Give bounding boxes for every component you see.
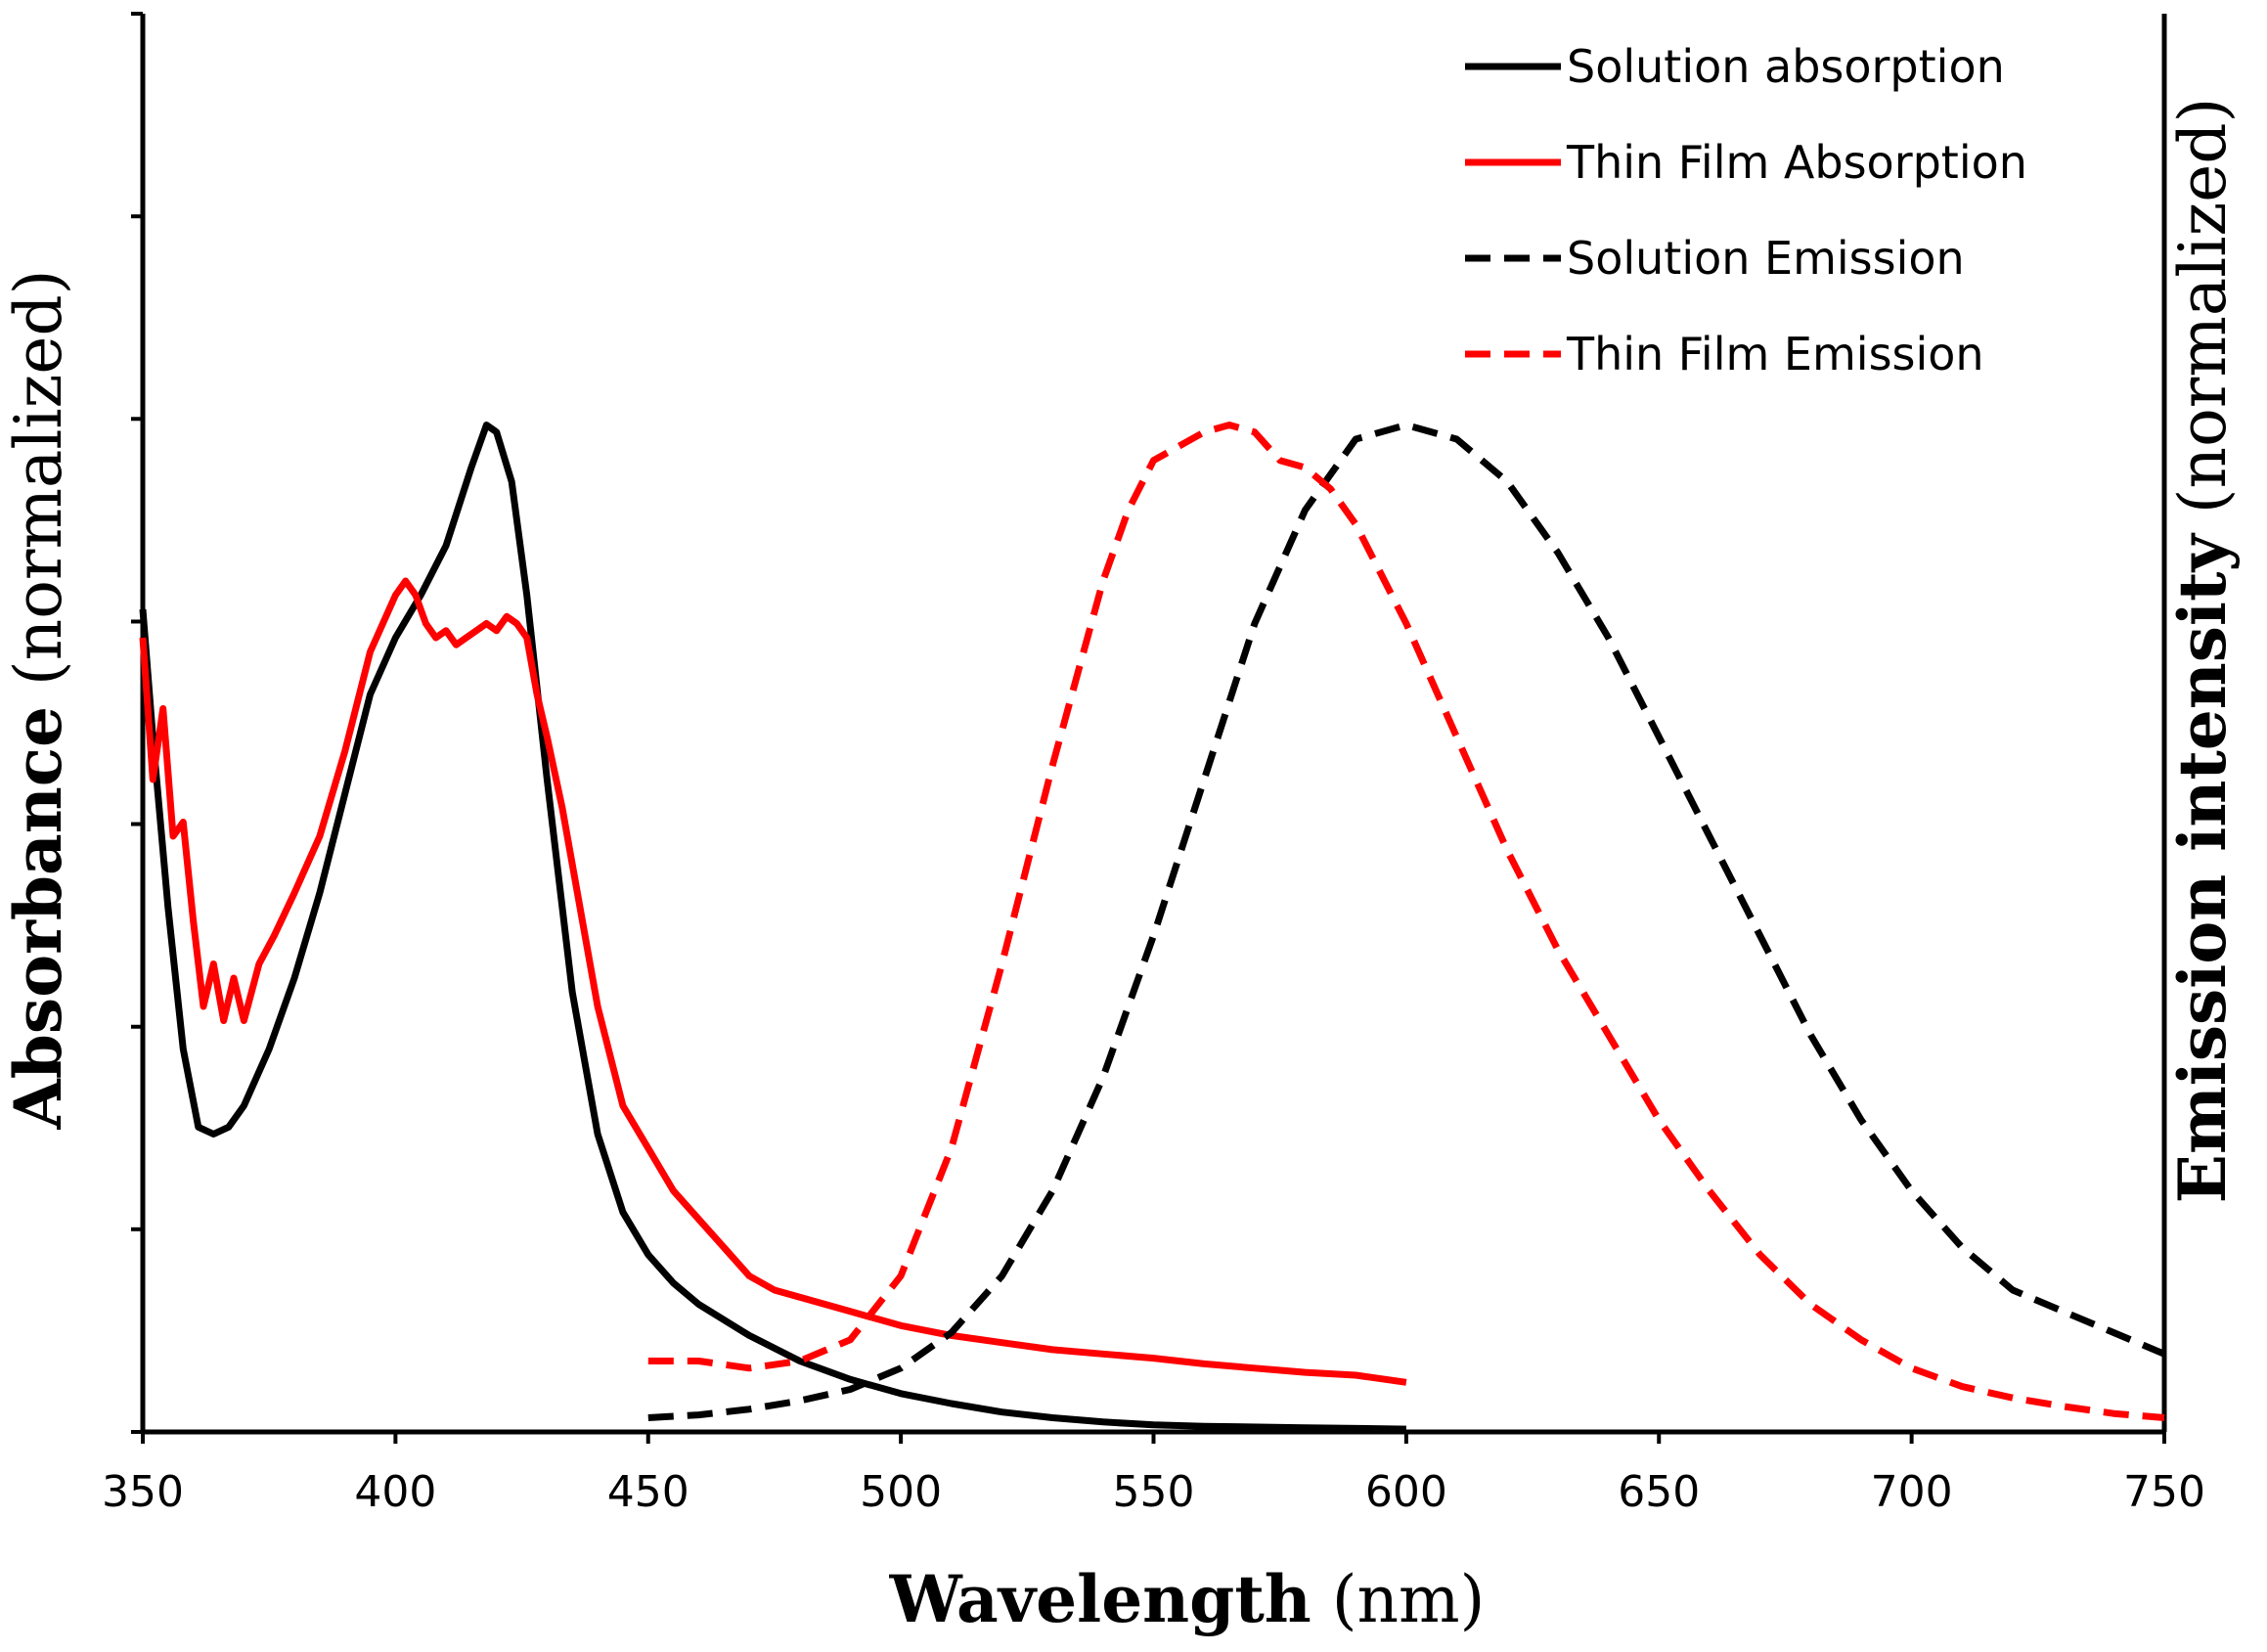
series-line-solution-absorption [139,422,1406,1433]
x-tick-label: 600 [1365,1467,1447,1517]
x-tick-label: 500 [860,1467,942,1517]
series-line-solution-emission [647,422,2166,1421]
secondary-y-axis-title: Emission intensity (normalized) [2164,98,2241,1204]
legend-label: Thin Film Absorption [1566,136,2027,189]
x-axis-title-bold: Wavelength [889,1561,1311,1637]
series-line-thin-film-emission [647,422,2165,1421]
secondary-y-axis-title-bold: Emission intensity [2164,533,2241,1204]
series-line-thin-film-absorption [139,577,1407,1386]
legend-label: Thin Film Emission [1566,328,1984,380]
legend-label: Solution Emission [1567,232,1965,285]
y-axis-title: Absorbance (normalized) [0,270,76,1131]
x-axis-ticks: 350 400 450 500 550 600 650 700 750 [102,1432,2205,1517]
x-tick-label: 650 [1618,1467,1700,1517]
x-tick-label: 450 [607,1467,689,1517]
legend: Solution absorption Thin Film Absorption S… [1465,40,2027,380]
x-axis-title-unit: (nm) [1311,1562,1486,1637]
legend-label: Solution absorption [1567,40,2005,93]
plot-frame [140,14,2167,1435]
series-layer [139,422,2166,1433]
y-axis-title-bold: Absorbance [0,706,76,1130]
y-axis-ticks [131,12,143,1434]
x-tick-label: 700 [1871,1467,1953,1517]
x-tick-label: 400 [354,1467,436,1517]
secondary-y-axis-title-unit: (normalized) [2165,98,2241,535]
y-axis-title-unit: (normalized) [1,270,76,707]
x-tick-label: 750 [2123,1467,2205,1517]
x-tick-label: 550 [1113,1467,1195,1517]
x-tick-label: 350 [102,1467,184,1517]
x-axis-title: Wavelength (nm) [889,1561,1486,1637]
